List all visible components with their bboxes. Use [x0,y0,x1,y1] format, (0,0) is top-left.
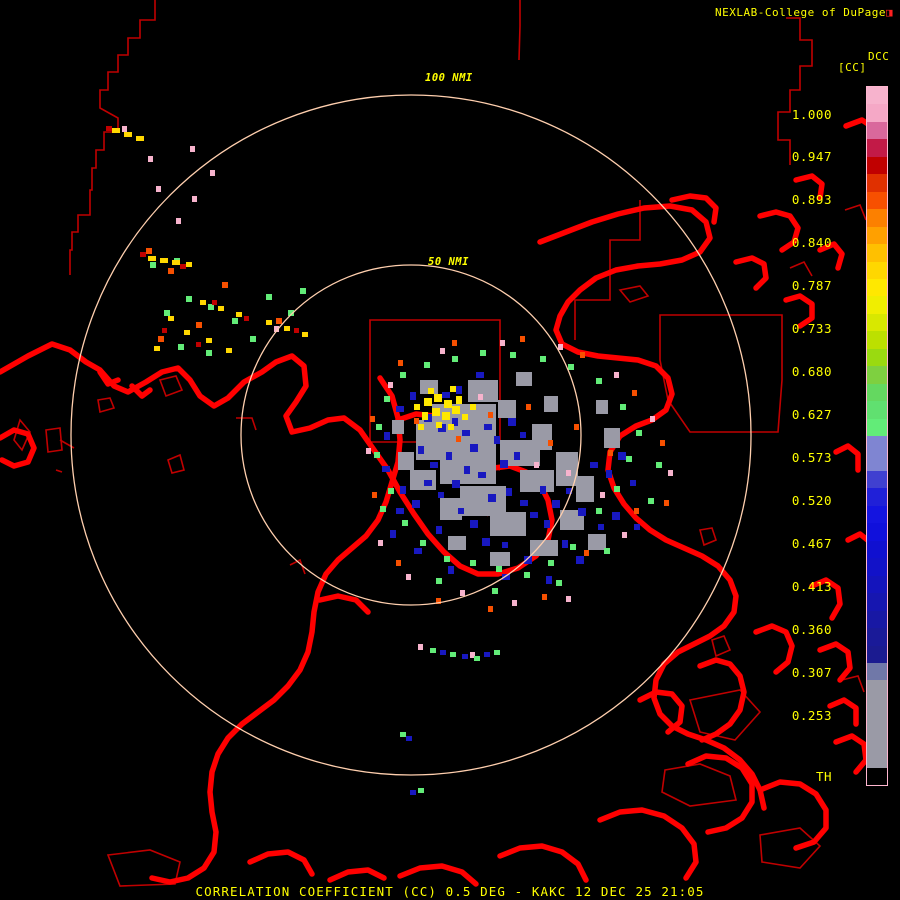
colorbar-segment-23 [867,488,887,506]
colorbar-segment-18 [867,401,887,419]
cod-logo-icon: ◨ [885,6,894,19]
colorbar-segment-3 [867,139,887,157]
colorbar-segment-20 [867,436,887,454]
colorbar-tick-2: 0.893 [791,192,832,207]
range-ring-label-100nmi: 100 NMI [425,72,473,84]
colorbar-segment-5 [867,174,887,192]
colorbar-panel [820,45,900,805]
colorbar-segment-19 [867,418,887,437]
colorbar-segment-17 [867,383,887,402]
colorbar-segment-10 [867,261,887,279]
colorbar-segment-7 [867,209,887,227]
nexlab-credit: NEXLAB-College of DuPage◨ [715,6,893,19]
colorbar-segment-15 [867,348,887,367]
colorbar-segment-38 [867,750,887,768]
colorbar-segment-33 [867,662,887,681]
coastline-overlay [0,117,879,887]
colorbar-title-product: DCC [868,50,890,63]
colorbar-tick-10: 0.467 [791,536,832,551]
colorbar-segment-14 [867,331,887,349]
colorbar-segment-11 [867,278,887,297]
colorbar-tick-13: 0.307 [791,665,832,680]
colorbar-gradient[interactable] [866,86,888,786]
colorbar-segment-39 [867,767,887,786]
colorbar-segment-8 [867,226,887,245]
colorbar-segment-35 [867,697,887,716]
colorbar-tick-4: 0.787 [791,278,832,293]
colorbar-segment-12 [867,296,887,314]
colorbar-segment-36 [867,715,887,733]
colorbar-segment-9 [867,244,887,262]
colorbar-tick-12: 0.360 [791,622,832,637]
range-ring-100nmi [70,94,752,776]
colorbar-tick-6: 0.680 [791,364,832,379]
colorbar-segment-1 [867,104,887,122]
colorbar-tick-14: 0.253 [791,708,832,723]
colorbar-segment-28 [867,575,887,594]
colorbar-tick-1: 0.947 [791,149,832,164]
colorbar-segment-27 [867,558,887,576]
colorbar-segment-6 [867,191,887,210]
colorbar-tick-8: 0.573 [791,450,832,465]
colorbar-segment-37 [867,732,887,751]
colorbar-segment-29 [867,593,887,611]
colorbar-tick-11: 0.413 [791,579,832,594]
credit-text: NEXLAB-College of DuPage [715,6,886,19]
colorbar-segment-31 [867,628,887,646]
colorbar-segment-2 [867,121,887,140]
colorbar-tick-9: 0.520 [791,493,832,508]
colorbar-segment-32 [867,645,887,663]
colorbar-segment-16 [867,366,887,384]
range-ring-label-50nmi: 50 NMI [428,256,469,268]
colorbar-tick-0: 1.000 [791,107,832,122]
colorbar-tick-5: 0.733 [791,321,832,336]
county-borders [13,0,867,887]
colorbar-tick-7: 0.627 [791,407,832,422]
colorbar-segment-25 [867,523,887,541]
range-rings [70,94,752,776]
colorbar-segment-22 [867,470,887,489]
colorbar-segment-30 [867,610,887,629]
colorbar-tick-15: TH [815,769,832,784]
radar-return-pixels [106,126,673,795]
colorbar-segment-4 [867,156,887,175]
colorbar-segment-24 [867,505,887,524]
status-bar: CORRELATION COEFFICIENT (CC) 0.5 DEG - K… [195,884,705,899]
colorbar-tick-3: 0.840 [791,235,832,250]
colorbar-segment-0 [867,87,887,105]
colorbar-segment-34 [867,680,887,698]
range-ring-50nmi [240,264,582,606]
colorbar-segment-13 [867,313,887,332]
colorbar-segment-26 [867,540,887,559]
colorbar-title-units: [CC] [838,61,867,74]
colorbar-segment-21 [867,453,887,471]
